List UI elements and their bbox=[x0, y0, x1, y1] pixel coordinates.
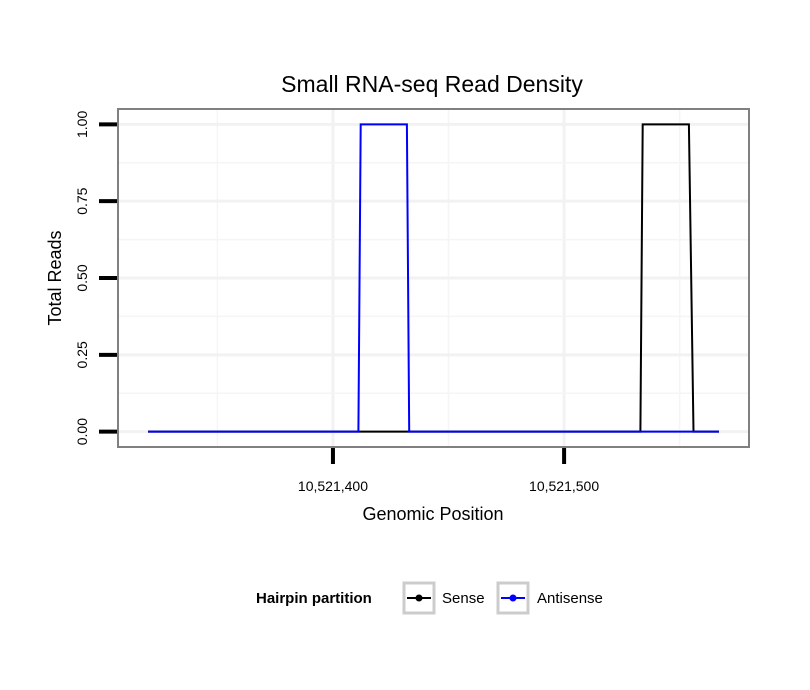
legend-key-sense-point bbox=[415, 594, 423, 602]
x-axis-title: Genomic Position bbox=[362, 504, 503, 524]
grid-group bbox=[118, 109, 749, 447]
x-axis: 10,521,400 10,521,500 bbox=[298, 448, 599, 494]
legend-item-sense: Sense bbox=[402, 581, 485, 615]
legend-title: Hairpin partition bbox=[256, 590, 372, 607]
x-tick-label-1: 10,521,500 bbox=[529, 478, 599, 494]
x-tick-label-0: 10,521,400 bbox=[298, 478, 368, 494]
y-axis: 0.00 0.25 0.50 0.75 1.00 bbox=[74, 111, 117, 445]
legend-label-sense: Sense bbox=[442, 590, 485, 607]
plot-area bbox=[117, 108, 750, 448]
series-line-antisense bbox=[148, 123, 719, 433]
chart-title: Small RNA-seq Read Density bbox=[281, 71, 583, 97]
plot-panel-border bbox=[117, 108, 750, 448]
y-axis-title: Total Reads bbox=[45, 230, 65, 325]
y-tick-label-3: 0.75 bbox=[74, 187, 90, 214]
y-tick-label-2: 0.50 bbox=[74, 264, 90, 291]
legend: Hairpin partition Sense Antisense bbox=[256, 581, 603, 615]
y-tick-label-0: 0.00 bbox=[74, 418, 90, 445]
legend-label-antisense: Antisense bbox=[537, 590, 603, 607]
legend-item-antisense: Antisense bbox=[496, 581, 603, 615]
y-tick-label-1: 0.25 bbox=[74, 341, 90, 368]
legend-key-antisense-point bbox=[509, 594, 517, 602]
series-group bbox=[148, 123, 719, 433]
y-tick-label-4: 1.00 bbox=[74, 111, 90, 138]
